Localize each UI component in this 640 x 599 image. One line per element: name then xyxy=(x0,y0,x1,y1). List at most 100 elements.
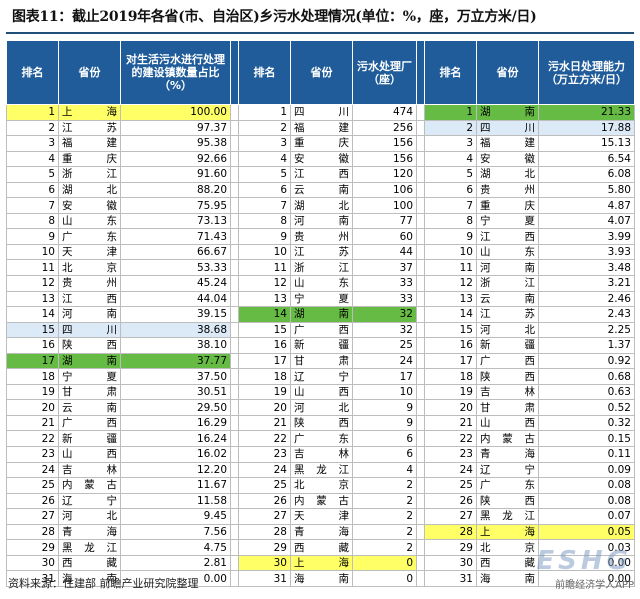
column-gap xyxy=(230,135,239,152)
title-rule xyxy=(6,32,634,34)
header-province-1: 省份 xyxy=(58,40,121,105)
table-body: 1 上海 100.00 1 四川 474 1 湖南 21.33 2 江苏 97.37 2 福建 256 2 四川… xyxy=(6,104,635,587)
table-row: 3 福建 95.38 3 重庆 156 3 福建 15.13 xyxy=(6,135,635,152)
rank-cell: 6 xyxy=(424,181,477,199)
rank-cell: 23 xyxy=(6,446,59,463)
column-gap xyxy=(230,337,239,354)
value-cell: 9 xyxy=(352,414,417,432)
table-row: 6 湖北 88.20 6 云南 106 6 贵州 5.80 xyxy=(6,181,635,199)
value-cell: 2.46 xyxy=(538,290,635,308)
column-gap xyxy=(230,399,239,416)
rank-cell: 29 xyxy=(6,539,59,556)
column-gap xyxy=(416,259,425,277)
province-cell: 宁夏 xyxy=(290,290,353,308)
value-cell: 44.04 xyxy=(120,290,231,308)
value-cell: 10 xyxy=(352,383,417,401)
province-cell: 云南 xyxy=(290,181,353,199)
province-cell: 广西 xyxy=(290,321,353,339)
value-cell: 106 xyxy=(352,181,417,199)
value-cell: 2 xyxy=(352,492,417,510)
province-cell: 河南 xyxy=(290,212,353,230)
value-cell: 0.52 xyxy=(538,399,635,416)
value-cell: 33 xyxy=(352,275,417,292)
value-cell: 30.51 xyxy=(120,383,231,401)
province-cell: 贵州 xyxy=(58,275,121,292)
value-cell: 88.20 xyxy=(120,181,231,199)
rank-cell: 15 xyxy=(238,321,291,339)
table-row: 28 青海 7.56 28 青海 2 28 上海 0.05 xyxy=(6,523,635,541)
province-cell: 青海 xyxy=(476,446,539,463)
column-gap xyxy=(416,166,425,183)
value-cell: 0.32 xyxy=(538,414,635,432)
province-cell: 黑龙江 xyxy=(476,508,539,525)
province-cell: 吉林 xyxy=(58,461,121,479)
column-gap xyxy=(416,539,425,556)
column-gap xyxy=(416,290,425,308)
rank-cell: 31 xyxy=(424,570,477,587)
table-row: 16 陕西 38.10 16 新疆 25 16 新疆 1.37 xyxy=(6,337,635,354)
province-cell: 上海 xyxy=(58,104,121,121)
value-cell: 3.21 xyxy=(538,275,635,292)
rank-cell: 9 xyxy=(424,228,477,245)
rank-cell: 25 xyxy=(238,477,291,494)
rank-cell: 30 xyxy=(238,554,291,572)
value-cell: 37.50 xyxy=(120,368,231,385)
table-row: 29 黑龙江 4.75 29 西藏 2 29 北京 0.03 xyxy=(6,539,635,556)
column-gap xyxy=(230,383,239,401)
rank-cell: 13 xyxy=(6,290,59,308)
value-cell: 60 xyxy=(352,228,417,245)
province-cell: 西藏 xyxy=(290,539,353,556)
value-cell: 53.33 xyxy=(120,259,231,277)
rank-cell: 16 xyxy=(424,337,477,354)
column-gap xyxy=(416,119,425,137)
column-gap xyxy=(416,383,425,401)
province-cell: 湖南 xyxy=(58,352,121,370)
rank-cell: 18 xyxy=(6,368,59,385)
column-gap xyxy=(230,477,239,494)
value-cell: 4.87 xyxy=(538,197,635,214)
value-cell: 75.95 xyxy=(120,197,231,214)
province-cell: 江西 xyxy=(476,228,539,245)
value-cell: 6 xyxy=(352,430,417,448)
table-row: 9 广东 71.43 9 贵州 60 9 江西 3.99 xyxy=(6,228,635,245)
province-cell: 湖北 xyxy=(58,181,121,199)
value-cell: 12.20 xyxy=(120,461,231,479)
column-gap xyxy=(230,166,239,183)
value-cell: 0.92 xyxy=(538,352,635,370)
value-cell: 71.43 xyxy=(120,228,231,245)
province-cell: 湖南 xyxy=(476,104,539,121)
column-gap xyxy=(416,275,425,292)
value-cell: 92.66 xyxy=(120,150,231,168)
rank-cell: 1 xyxy=(6,104,59,121)
province-cell: 贵州 xyxy=(290,228,353,245)
rank-cell: 18 xyxy=(238,368,291,385)
value-cell: 17.88 xyxy=(538,119,635,137)
value-cell: 3.93 xyxy=(538,243,635,261)
value-cell: 0 xyxy=(352,554,417,572)
column-gap xyxy=(416,523,425,541)
value-cell: 11.58 xyxy=(120,492,231,510)
table-row: 15 四川 38.68 15 广西 32 15 河北 2.25 xyxy=(6,321,635,339)
province-cell: 山东 xyxy=(290,275,353,292)
province-cell: 西藏 xyxy=(476,554,539,572)
table-row: 12 贵州 45.24 12 山东 33 12 浙江 3.21 xyxy=(6,275,635,292)
province-cell: 山西 xyxy=(290,383,353,401)
rank-cell: 5 xyxy=(424,166,477,183)
province-cell: 广东 xyxy=(58,228,121,245)
rank-cell: 12 xyxy=(424,275,477,292)
column-gap xyxy=(230,306,239,323)
table-row: 14 河南 39.15 14 湖南 32 14 江苏 2.43 xyxy=(6,306,635,323)
province-cell: 安徽 xyxy=(58,197,121,214)
column-gap xyxy=(416,150,425,168)
province-cell: 江西 xyxy=(58,290,121,308)
rank-cell: 16 xyxy=(238,337,291,354)
province-cell: 四川 xyxy=(476,119,539,137)
rank-cell: 15 xyxy=(6,321,59,339)
province-cell: 重庆 xyxy=(476,197,539,214)
province-cell: 上海 xyxy=(290,554,353,572)
province-cell: 浙江 xyxy=(58,166,121,183)
value-cell: 5.80 xyxy=(538,181,635,199)
province-cell: 四川 xyxy=(290,104,353,121)
column-gap xyxy=(416,477,425,494)
column-gap xyxy=(230,104,239,121)
